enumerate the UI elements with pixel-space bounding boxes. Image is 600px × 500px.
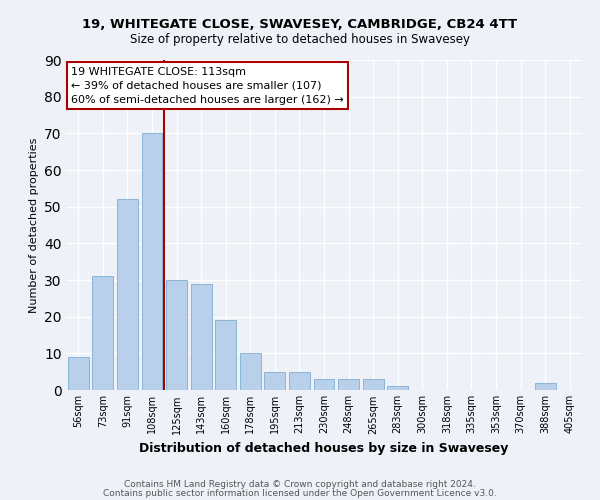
Text: Contains public sector information licensed under the Open Government Licence v3: Contains public sector information licen…	[103, 489, 497, 498]
Bar	[362, 379, 383, 390]
Bar	[215, 320, 236, 390]
Bar	[117, 200, 138, 390]
Bar	[240, 354, 261, 390]
Bar	[289, 372, 310, 390]
Text: 19, WHITEGATE CLOSE, SWAVESEY, CAMBRIDGE, CB24 4TT: 19, WHITEGATE CLOSE, SWAVESEY, CAMBRIDGE…	[82, 18, 518, 30]
Bar	[142, 134, 163, 390]
Bar	[191, 284, 212, 390]
Bar	[265, 372, 286, 390]
X-axis label: Distribution of detached houses by size in Swavesey: Distribution of detached houses by size …	[139, 442, 509, 455]
Bar	[68, 357, 89, 390]
Bar	[92, 276, 113, 390]
Bar	[314, 379, 334, 390]
Y-axis label: Number of detached properties: Number of detached properties	[29, 138, 38, 312]
Bar	[338, 379, 359, 390]
Bar	[387, 386, 408, 390]
Bar	[166, 280, 187, 390]
Bar	[535, 382, 556, 390]
Text: Size of property relative to detached houses in Swavesey: Size of property relative to detached ho…	[130, 32, 470, 46]
Text: Contains HM Land Registry data © Crown copyright and database right 2024.: Contains HM Land Registry data © Crown c…	[124, 480, 476, 489]
Text: 19 WHITEGATE CLOSE: 113sqm
← 39% of detached houses are smaller (107)
60% of sem: 19 WHITEGATE CLOSE: 113sqm ← 39% of deta…	[71, 66, 344, 104]
